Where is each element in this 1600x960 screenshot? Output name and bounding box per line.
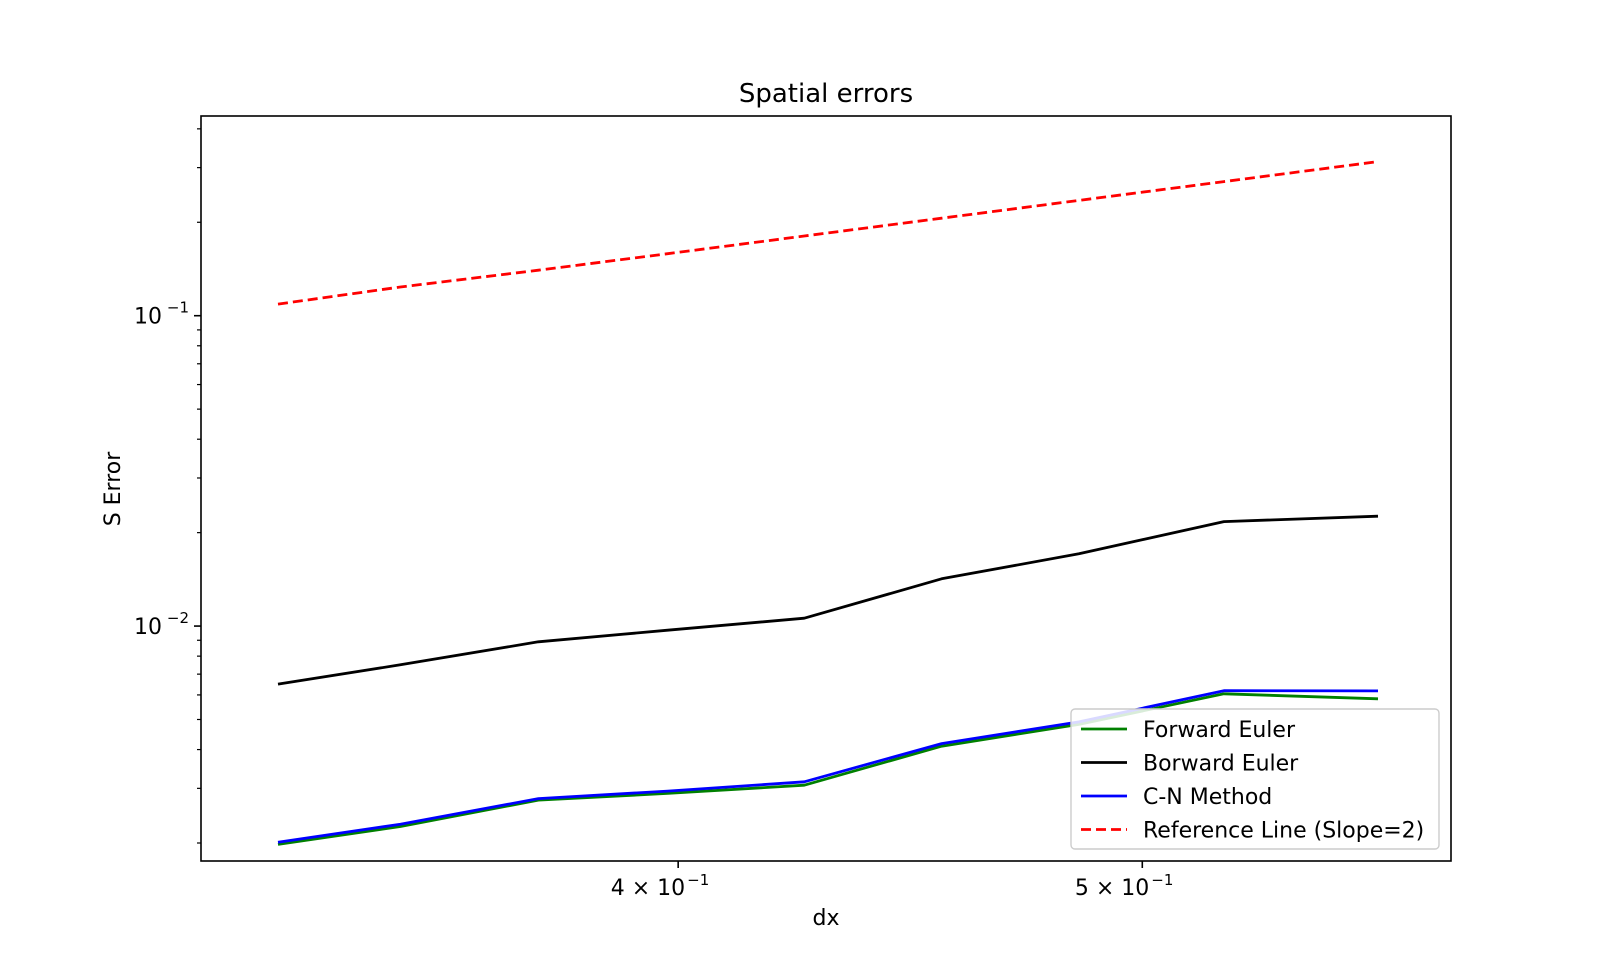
legend-entry: Reference Line (Slope=2) (1081, 819, 1424, 844)
y-tick-label-base: 10 (134, 305, 162, 330)
x-tick-label-base: 4 × 10 (611, 876, 685, 901)
legend-label: Forward Euler (1143, 718, 1296, 743)
y-axis: 10 −1 10 −2 (134, 128, 201, 844)
axes-frame (200, 115, 1452, 862)
series-line-0 (277, 692, 1379, 846)
x-tick-label-exponent: −1 (1151, 871, 1173, 889)
legend-box (1070, 708, 1440, 850)
legend-entry: Borward Euler (1081, 752, 1299, 777)
x-tick-label-base: 5 × 10 (1075, 876, 1149, 901)
y-axis-label: S Error (101, 451, 126, 527)
legend-entry: C-N Method (1081, 785, 1272, 810)
y-tick-label: 10 −1 (134, 299, 189, 330)
x-axis: 4 × 10 −1 5 × 10 −1 (611, 861, 1174, 901)
series-layer (277, 160, 1379, 846)
y-tick-label-base: 10 (134, 615, 162, 640)
y-tick-label: 10 −2 (134, 609, 189, 640)
series-line-1 (277, 514, 1379, 686)
x-tick-label: 4 × 10 −1 (611, 871, 710, 901)
legend-label: C-N Method (1143, 785, 1272, 810)
legend: Forward Euler Borward Euler C-N Method Refe… (1070, 708, 1440, 850)
y-tick-label-exponent: −2 (167, 609, 189, 627)
series-line-3 (277, 160, 1379, 306)
plot-area (200, 115, 1452, 862)
x-tick-label: 5 × 10 −1 (1075, 871, 1174, 901)
chart-title: Spatial errors (739, 79, 913, 109)
y-tick-label-exponent: −1 (167, 299, 189, 317)
x-tick-label-exponent: −1 (687, 871, 709, 889)
series-line-2 (277, 689, 1379, 844)
legend-label: Reference Line (Slope=2) (1143, 819, 1424, 844)
legend-entry: Forward Euler (1081, 718, 1296, 743)
x-axis-label: dx (813, 906, 840, 931)
legend-label: Borward Euler (1143, 752, 1299, 777)
